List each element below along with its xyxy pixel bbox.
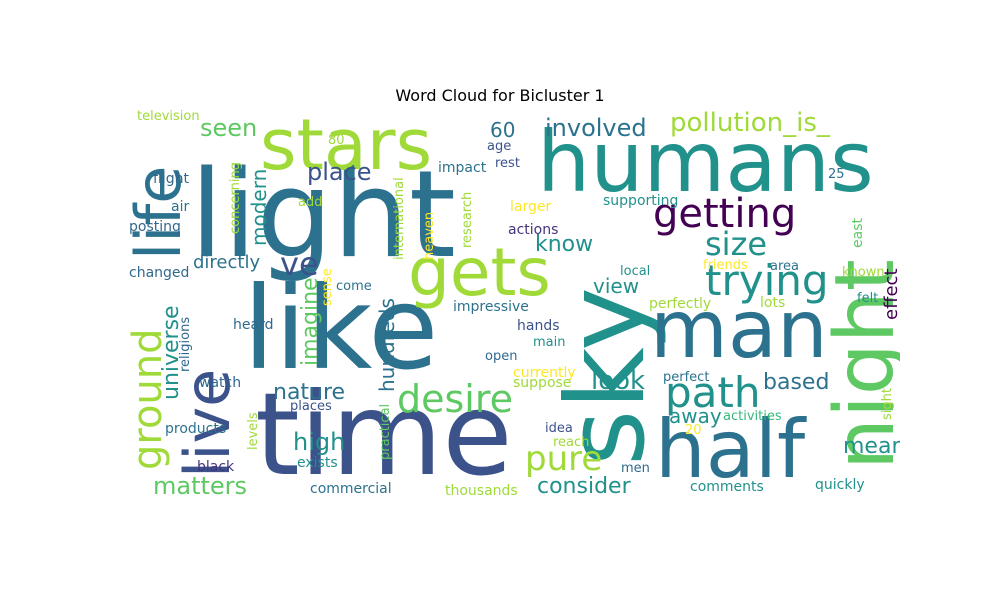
word-air: air [171,199,190,215]
word-based: based [763,370,830,395]
word-reach: reach [553,435,590,450]
word-lots: lots [760,295,786,311]
word-friends: friends [703,258,748,273]
word-half: half [655,403,806,496]
word-imagine: imagine [298,277,323,366]
word-flight: flight [153,171,189,187]
word-posting: posting [129,219,181,235]
word-consider: consider [537,474,631,499]
word-hands: hands [517,318,560,334]
word-sight: sight [880,388,895,420]
word-stars: stars [260,110,433,186]
word-involved: involved [545,114,647,142]
word-like: like [243,262,439,395]
word-matters: matters [153,472,248,500]
word-hundreds: hundreds [375,298,399,392]
word-trying: trying [705,256,829,305]
word-know: know [535,232,594,257]
word-changed: changed [129,265,190,281]
word-main: main [533,335,566,350]
word-80: 80 [328,133,345,148]
word-currently: currently [513,365,576,381]
word-cloud: sky light humans like time stars man hal… [125,110,900,500]
word-away: away [669,404,722,428]
word-nature: nature [273,380,346,405]
word-perfect: perfect [663,370,710,385]
word-path: path [665,368,761,417]
word-come: come [336,279,372,294]
word-impact: impact [438,160,487,176]
word-place: place [307,158,372,186]
word-practical: practical [378,403,393,460]
word-known: known [842,265,885,280]
word-levels: levels [246,412,261,450]
word-local: local [620,264,651,279]
word-television: television [137,110,200,124]
word-ve: ve [280,245,319,283]
word-men: men [621,461,650,476]
word-religions: religions [178,316,193,372]
word-watch: watch [199,375,242,391]
word-area: area [770,259,799,274]
word-perfectly: perfectly [649,296,712,312]
word-view: view [593,274,640,298]
word-supporting: supporting [603,193,679,209]
word-mean: mean [843,434,900,459]
word-international: international [392,177,407,260]
word-larger: larger [510,199,552,215]
word-concerning: concerning [228,162,243,234]
word-age: age [487,139,512,154]
word-pollution: pollution_is_ [670,110,830,138]
chart-title: Word Cloud for Bicluster 1 [395,86,605,105]
word-thousands: thousands [445,483,518,499]
word-20: 20 [685,423,702,438]
word-felt: felt [857,291,879,306]
word-comments: comments [690,479,764,495]
word-impressive: impressive [453,299,529,315]
word-activities: activities [723,409,782,424]
word-humans: humans [537,113,874,211]
word-size: size [705,225,768,263]
word-desire: desire [397,377,514,421]
word-light: light [190,146,456,285]
word-suppose: suppose [513,375,572,391]
word-heard: heard [233,317,274,333]
word-time: time [255,368,513,500]
word-rest: rest [495,156,520,171]
word-add: add [298,195,323,210]
word-pure: pure [525,439,603,479]
word-idea: idea [545,421,573,436]
word-directly: directly [193,252,261,273]
word-east: east [850,218,866,248]
word-man: man [650,283,828,376]
word-look: look [591,366,646,396]
word-heaven: heaven [422,211,437,260]
word-getting: getting [653,191,797,237]
word-modern: modern [247,168,271,246]
word-high: high [293,428,346,456]
word-gets: gets [408,234,551,311]
word-sense: sense [320,268,335,306]
word-places: places [290,399,332,414]
word-exists: exists [297,455,338,471]
word-actions: actions [508,222,559,238]
word-open: open [485,349,518,364]
word-25: 25 [828,167,845,182]
word-black: black [197,459,235,475]
word-seen: seen [200,114,258,142]
word-60: 60 [490,118,516,142]
word-commercial: commercial [310,481,392,497]
word-quickly: quickly [815,477,865,493]
word-research: research [460,191,475,248]
word-effect: effect [881,268,900,320]
word-products: products [165,421,227,437]
